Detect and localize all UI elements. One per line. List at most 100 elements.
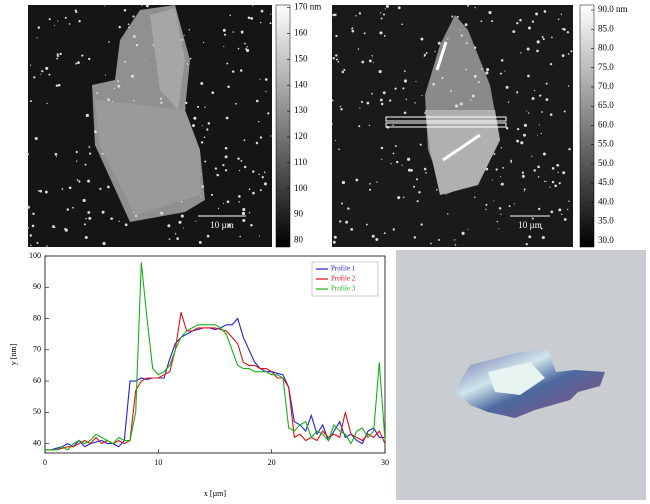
speckle: [76, 179, 79, 181]
speckle: [473, 46, 477, 49]
speckle: [180, 214, 184, 218]
speckle: [123, 8, 127, 12]
speckle: [101, 210, 105, 214]
speckle: [261, 176, 264, 179]
speckle: [537, 176, 540, 178]
speckle: [178, 220, 182, 224]
speckle: [242, 219, 246, 222]
colorbar-tick-label: 45.0: [598, 177, 614, 187]
speckle: [104, 74, 107, 76]
y-tick-label: 70: [33, 345, 41, 354]
speckle: [144, 59, 146, 61]
speckle: [41, 70, 44, 73]
speckle: [201, 185, 204, 188]
speckle: [513, 203, 515, 205]
speckle: [568, 200, 570, 202]
speckle: [45, 66, 49, 70]
speckle: [332, 240, 336, 244]
speckle: [56, 57, 59, 60]
speckle: [491, 20, 494, 23]
colorbar-tick-label: 30.0: [598, 235, 614, 245]
speckle: [521, 171, 525, 174]
speckle: [395, 160, 399, 164]
speckle: [333, 235, 337, 239]
speckle: [540, 227, 543, 230]
speckle: [127, 23, 130, 26]
speckle: [454, 239, 456, 241]
speckle: [182, 227, 184, 229]
speckle: [185, 101, 188, 105]
speckle: [88, 146, 91, 148]
speckle: [423, 55, 425, 57]
speckle: [383, 232, 386, 235]
y-tick-label: 90: [33, 282, 41, 291]
speckle: [516, 22, 519, 25]
speckle: [27, 227, 29, 229]
speckle: [99, 187, 102, 191]
speckle: [531, 20, 535, 23]
speckle: [339, 220, 342, 223]
colorbar-tick-label: 70.0: [598, 81, 614, 91]
speckle: [343, 68, 346, 71]
colorbar-tick-label: 130: [294, 105, 308, 115]
speckle: [206, 234, 210, 238]
colorbar-tick-label: 80: [294, 235, 304, 245]
x-tick-label: 0: [43, 458, 47, 467]
speckle: [118, 220, 120, 223]
speckle: [485, 71, 489, 75]
speckle: [167, 224, 171, 228]
speckle: [380, 17, 383, 20]
speckle: [197, 105, 200, 108]
speckle: [55, 156, 58, 158]
speckle: [337, 60, 340, 63]
speckle: [107, 98, 111, 102]
speckle: [61, 188, 64, 190]
speckle: [359, 107, 361, 109]
speckle: [480, 20, 483, 23]
speckle: [459, 28, 461, 30]
speckle: [378, 70, 382, 74]
speckle: [227, 224, 231, 227]
speckle: [76, 160, 78, 162]
speckle: [113, 87, 116, 90]
speckle: [441, 76, 444, 79]
colorbar-tick-label: 120: [294, 131, 308, 141]
speckle: [505, 85, 509, 89]
speckle: [493, 153, 496, 155]
speckle: [54, 226, 56, 229]
speckle: [500, 213, 502, 215]
speckle: [561, 28, 564, 30]
speckle: [243, 165, 247, 169]
speckle: [382, 91, 386, 95]
speckle: [223, 33, 227, 36]
speckle: [258, 120, 260, 123]
speckle: [269, 22, 272, 25]
speckle: [223, 45, 225, 47]
speckle: [222, 202, 225, 205]
speckle: [195, 220, 197, 222]
speckle: [496, 220, 499, 223]
speckle: [507, 101, 510, 103]
speckle: [85, 217, 87, 220]
speckle: [39, 189, 43, 193]
speckle: [473, 74, 477, 78]
speckle: [542, 152, 546, 156]
speckle: [557, 171, 559, 173]
speckle: [369, 182, 371, 185]
speckle: [118, 25, 121, 29]
speckle: [88, 216, 92, 220]
speckle: [425, 52, 428, 54]
speckle: [124, 60, 127, 63]
speckle: [235, 102, 237, 105]
speckle: [447, 213, 449, 215]
speckle: [108, 41, 110, 43]
speckle: [52, 225, 55, 228]
speckle: [562, 171, 566, 175]
speckle: [37, 190, 40, 192]
speckle: [351, 28, 353, 30]
speckle: [55, 84, 59, 87]
speckle: [84, 235, 88, 240]
speckle: [470, 99, 472, 101]
speckle: [539, 94, 542, 97]
